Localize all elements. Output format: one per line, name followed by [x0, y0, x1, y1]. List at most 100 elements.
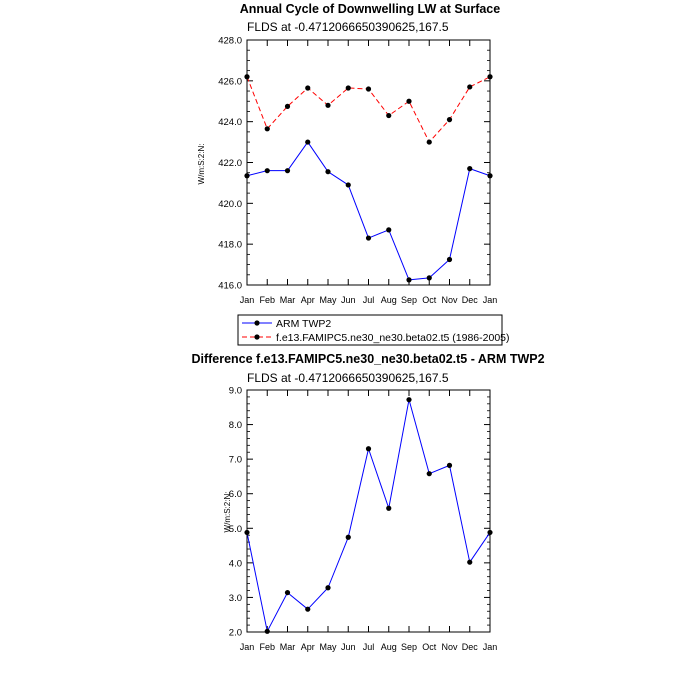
chart1-series-0-point [345, 182, 351, 188]
chart1-series-0-point [264, 168, 270, 174]
chart1-series [244, 74, 493, 283]
chart2-x-tick-label: Feb [259, 642, 275, 652]
chart2-ylabel: W/m:S:2:N: [223, 492, 232, 533]
chart2-x-tick-label: Jan [240, 642, 255, 652]
chart1-series-1-point [386, 112, 392, 119]
chart1-series-0-point [386, 227, 392, 233]
chart1-series-0-point [325, 169, 331, 175]
chart1-y-tick-label: 424.0 [218, 117, 242, 128]
chart1-x-tick-labels: Jan Feb Mar Apr May Jun Jul Aug Sep Oct Nov Dec Jan [240, 295, 498, 305]
chart2-y-tick-label: 5.0 [229, 524, 242, 535]
chart1-x-tick-label: Aug [381, 295, 397, 305]
chart1-series-1-point [467, 84, 473, 90]
chart1-subtitle: FLDS at -0.4712066650390625,167.5 [247, 20, 449, 34]
chart1-series-1-point [426, 139, 432, 145]
chart2-x-tick-label: Nov [441, 642, 458, 652]
chart1-y-tick-label: 420.0 [218, 199, 242, 210]
chart2-series-0-point [264, 628, 270, 634]
chart2-y-tick-label: 7.0 [229, 455, 242, 466]
chart1-x-tick-label: Feb [259, 295, 275, 305]
chart1-plot-frame [246, 39, 491, 286]
legend-label-arm: ARM TWP2 [276, 318, 331, 330]
chart2-series-0-point [446, 462, 453, 468]
chart1-x-tick-label: Nov [441, 295, 458, 305]
chart1-x-tick-label: Dec [462, 295, 479, 305]
chart1-x-tick-label: Apr [301, 295, 315, 305]
chart2-x-tick-label: Jan [483, 642, 498, 652]
chart2-subtitle: FLDS at -0.4712066650390625,167.5 [247, 371, 449, 385]
chart1-y-tick-label: 428.0 [218, 36, 242, 47]
chart2-y-tick-label: 2.0 [229, 628, 242, 639]
chart1-y-tick-label: 422.0 [218, 158, 242, 169]
chart1-series-1-point [284, 103, 291, 109]
chart1-series-0-point [284, 168, 291, 174]
chart1-series-1-point [365, 86, 372, 92]
chart1-ylabel: W/m:S:2:N: [197, 144, 206, 185]
chart1-y-tick-label: 426.0 [218, 76, 242, 87]
chart2-series-0-point [365, 446, 372, 452]
chart1-series-line-0 [246, 141, 491, 281]
legend-label-model: f.e13.FAMIPC5.ne30_ne30.beta02.t5 (1986-… [276, 332, 510, 344]
chart1-x-tick-label: Jul [363, 295, 375, 305]
chart1-series-1-point [345, 85, 351, 91]
chart-annual-cycle: Annual Cycle of Downwelling LW at Surfac… [197, 2, 500, 305]
chart2-x-tick-label: Jul [363, 642, 375, 652]
legend-box [237, 314, 503, 346]
chart2-series-0-point [345, 534, 351, 540]
chart2-x-tick-label: Sep [401, 642, 417, 652]
chart-difference: Difference f.e13.FAMIPC5.ne30_ne30.beta0… [191, 352, 544, 652]
chart2-x-tick-labels: Jan Feb Mar Apr May Jun Jul Aug Sep Oct Nov Dec Jan [240, 642, 498, 652]
chart1-axes [246, 39, 491, 286]
chart1-legend: ARM TWP2 f.e13.FAMIPC5.ne30_ne30.beta02.… [237, 314, 510, 346]
chart2-x-tick-label: Jun [341, 642, 356, 652]
chart2-title: Difference f.e13.FAMIPC5.ne30_ne30.beta0… [191, 352, 544, 366]
chart2-y-tick-label: 4.0 [229, 558, 242, 569]
chart2-y-tick-labels: 2.0 3.0 4.0 5.0 6.0 7.0 8.0 9.0 [229, 386, 242, 639]
chart1-x-tick-label: Oct [422, 295, 437, 305]
chart1-x-tick-label: May [319, 295, 337, 305]
chart1-x-tick-label: Jan [240, 295, 255, 305]
legend-marker-arm [254, 320, 260, 326]
chart2-series [244, 397, 493, 634]
chart2-series-0-point [284, 589, 291, 596]
chart2-plot-frame [246, 389, 491, 633]
chart1-series-0-point [446, 256, 453, 263]
chart2-series-0-point [325, 585, 331, 591]
chart2-y-tick-label: 3.0 [229, 593, 242, 604]
chart2-y-tick-label: 6.0 [229, 489, 242, 500]
chart2-series-0-point [467, 559, 473, 565]
chart1-series-1-point [305, 85, 311, 91]
chart1-x-tick-label: Jan [483, 295, 498, 305]
chart2-axes [246, 389, 491, 633]
chart2-x-tick-label: Apr [301, 642, 315, 652]
chart2-y-tick-label: 9.0 [229, 386, 242, 397]
chart1-y-tick-label: 416.0 [218, 281, 242, 292]
chart2-x-tick-label: May [319, 642, 337, 652]
chart2-x-tick-label: Aug [381, 642, 397, 652]
chart2-series-0-point [386, 505, 392, 511]
chart1-x-tick-label: Mar [280, 295, 296, 305]
chart1-series-1-point [264, 126, 270, 132]
chart1-y-tick-labels: 416.0 418.0 420.0 422.0 424.0 426.0 428.0 [218, 36, 242, 292]
chart1-series-0-point [406, 277, 412, 283]
chart1-x-tick-label: Sep [401, 295, 417, 305]
chart2-x-tick-label: Oct [422, 642, 437, 652]
chart1-series-0-point [365, 235, 372, 241]
chart1-series-1-point [406, 98, 412, 104]
chart2-y-tick-label: 8.0 [229, 420, 242, 431]
chart2-series-0-point [305, 606, 311, 612]
chart1-series-1-point [446, 117, 453, 123]
chart2-series-line-0 [246, 399, 491, 632]
chart1-series-1-point [325, 102, 331, 108]
chart1-series-0-point [426, 275, 432, 281]
legend-marker-model [254, 334, 260, 340]
chart2-x-tick-label: Mar [280, 642, 296, 652]
chart2-series-0-point [426, 471, 432, 477]
chart1-y-tick-label: 418.0 [218, 240, 242, 251]
chart2-x-tick-label: Dec [462, 642, 479, 652]
chart1-title: Annual Cycle of Downwelling LW at Surfac… [240, 2, 500, 16]
chart1-series-0-point [305, 139, 311, 145]
chart1-x-tick-label: Jun [341, 295, 356, 305]
chart1-series-0-point [467, 166, 473, 172]
